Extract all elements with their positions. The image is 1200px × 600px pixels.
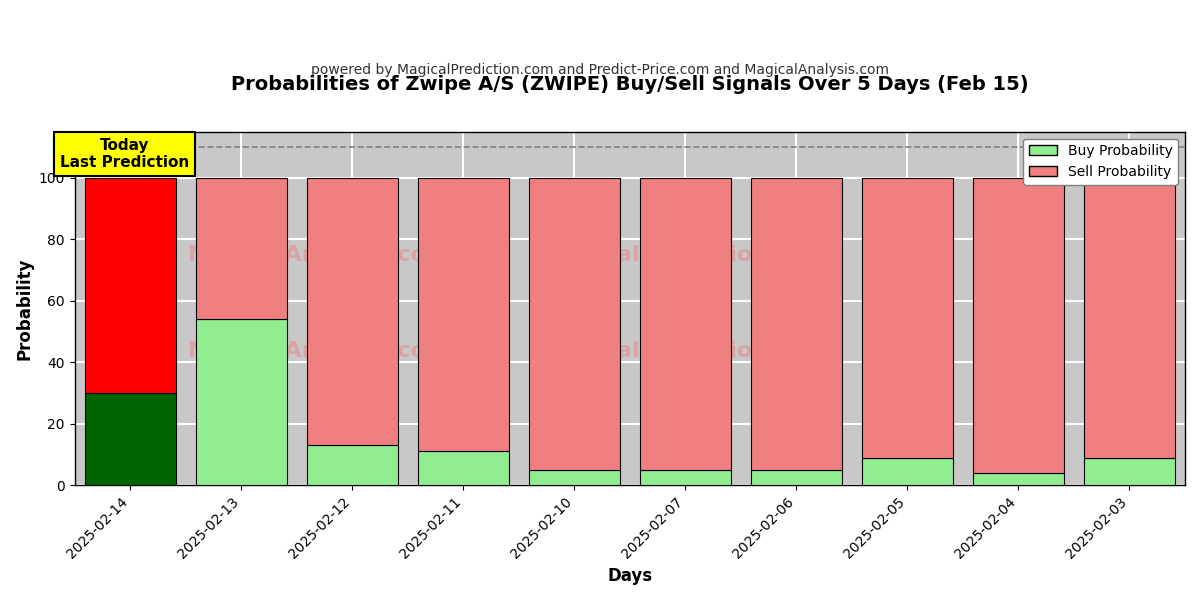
Bar [418, 451, 509, 485]
Bar [640, 470, 731, 485]
Title: Probabilities of Zwipe A/S (ZWIPE) Buy/Sell Signals Over 5 Days (Feb 15): Probabilities of Zwipe A/S (ZWIPE) Buy/S… [232, 75, 1028, 94]
Bar [307, 445, 397, 485]
Bar [640, 178, 731, 470]
Text: MagicalAnalysis.com: MagicalAnalysis.com [188, 341, 450, 361]
Legend: Buy Probability, Sell Probability: Buy Probability, Sell Probability [1024, 139, 1178, 185]
Bar [1084, 178, 1175, 458]
Bar [85, 393, 175, 485]
Bar [751, 178, 842, 470]
Bar [85, 178, 175, 393]
Bar [1084, 458, 1175, 485]
Bar [529, 470, 620, 485]
Bar [307, 178, 397, 445]
X-axis label: Days: Days [607, 567, 653, 585]
Text: Today
Last Prediction: Today Last Prediction [60, 138, 190, 170]
Bar [751, 470, 842, 485]
Bar [973, 473, 1064, 485]
Bar [862, 458, 953, 485]
Text: powered by MagicalPrediction.com and Predict-Price.com and MagicalAnalysis.com: powered by MagicalPrediction.com and Pre… [311, 63, 889, 77]
Bar [973, 178, 1064, 473]
Y-axis label: Probability: Probability [16, 257, 34, 360]
Bar [418, 178, 509, 451]
Text: MagicalPrediction.com: MagicalPrediction.com [542, 341, 828, 361]
Bar [529, 178, 620, 470]
Text: MagicalPrediction.com: MagicalPrediction.com [542, 245, 828, 265]
Text: MagicalAnalysis.com: MagicalAnalysis.com [188, 245, 450, 265]
Bar [196, 178, 287, 319]
Bar [862, 178, 953, 458]
Bar [196, 319, 287, 485]
